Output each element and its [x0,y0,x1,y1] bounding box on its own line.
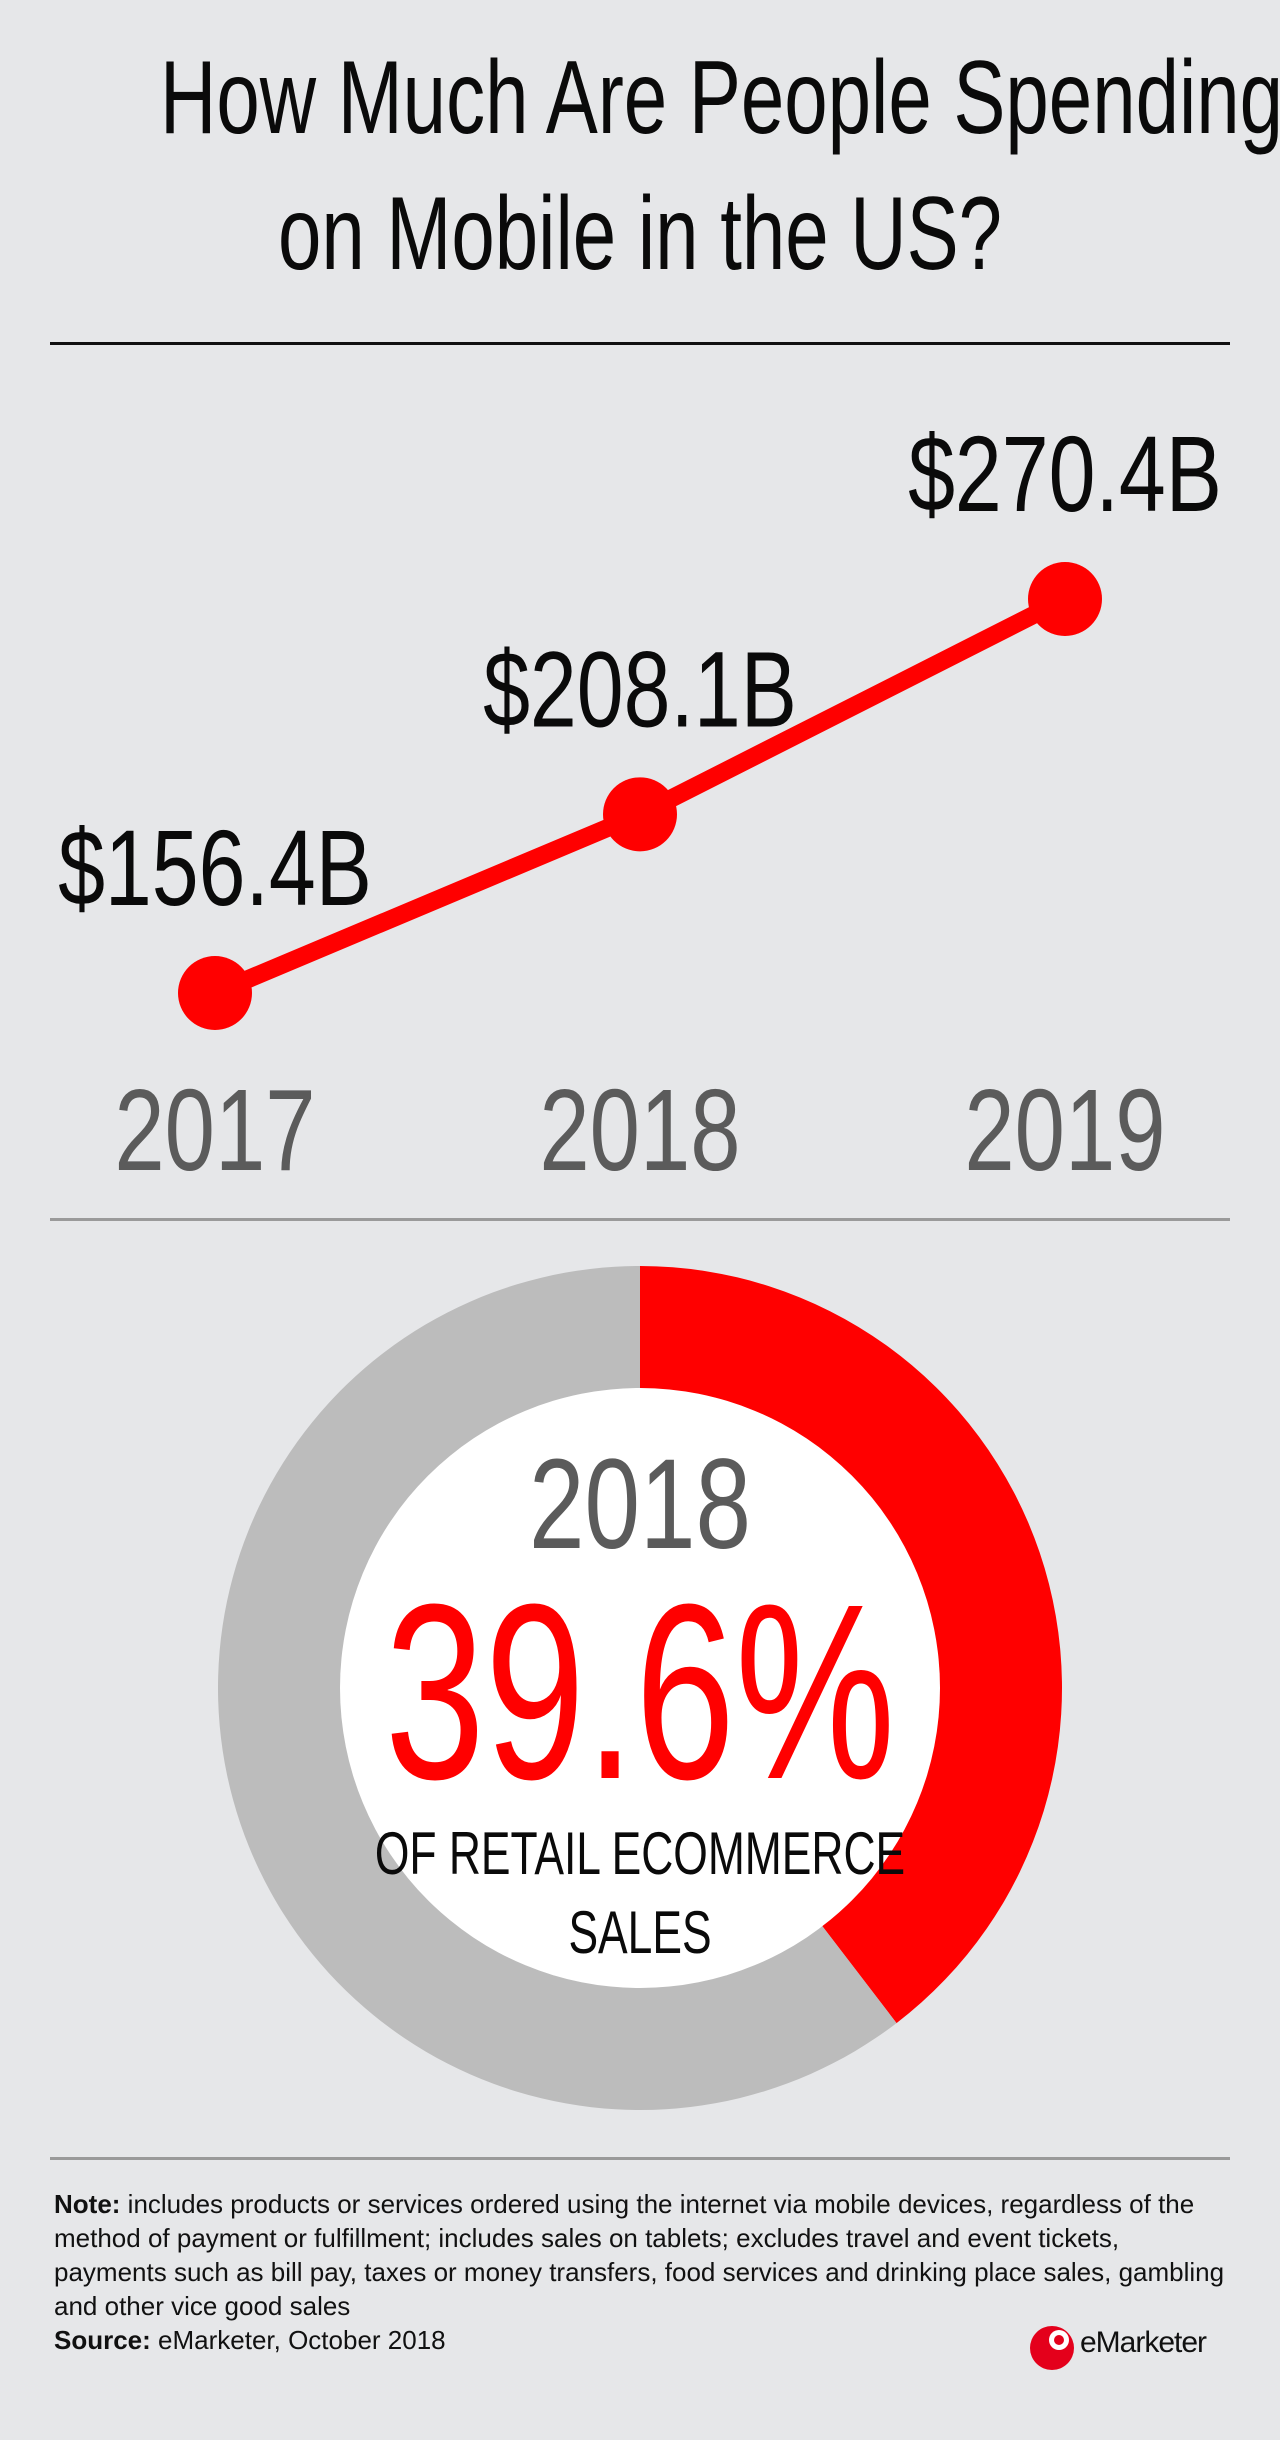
data-point-2019 [1028,562,1102,636]
page-title: How Much Are People Spending on Mobile i… [0,30,1280,302]
top-divider [50,342,1230,345]
note-text: Note: includes products or services orde… [54,2187,1234,2323]
title-line-1: How Much Are People Spending [160,40,1280,156]
source-label: Source: [54,2325,151,2355]
x-tick-2017: 2017 [114,1066,315,1195]
footnote: Note: includes products or services orde… [54,2187,1234,2357]
source-text: Source: eMarketer, October 2018 [54,2323,1234,2357]
x-tick-2018: 2018 [539,1066,740,1195]
donut-hole [340,1388,940,1988]
donut-value: 39.6% [385,1553,895,1832]
bottom-divider [50,2157,1230,2160]
emarketer-logo-icon [1030,2326,1074,2370]
title-line-2: on Mobile in the US? [277,176,1003,292]
data-point-2018 [603,777,677,852]
middle-divider [50,1218,1230,1221]
donut-year: 2018 [529,1433,751,1576]
logo-text: eMarketer [1080,2326,1207,2359]
source-body: eMarketer, October 2018 [150,2325,446,2355]
data-point-2017 [178,956,252,1030]
donut-caption-line-2: SALES [568,1900,711,1967]
line-chart: $156.4B $208.1B $270.4B 2017 2018 2019 [58,413,1222,1196]
data-label-2017: $156.4B [58,807,372,929]
data-label-2019: $270.4B [908,413,1222,535]
note-label: Note: [54,2189,121,2219]
data-label-2018: $208.1B [483,628,797,750]
x-tick-2019: 2019 [964,1066,1165,1195]
emarketer-logo: eMarketer [1028,2318,1233,2374]
note-body: includes products or services ordered us… [54,2189,1225,2321]
donut-caption-line-1: OF RETAIL ECOMMERCE [375,1821,905,1888]
